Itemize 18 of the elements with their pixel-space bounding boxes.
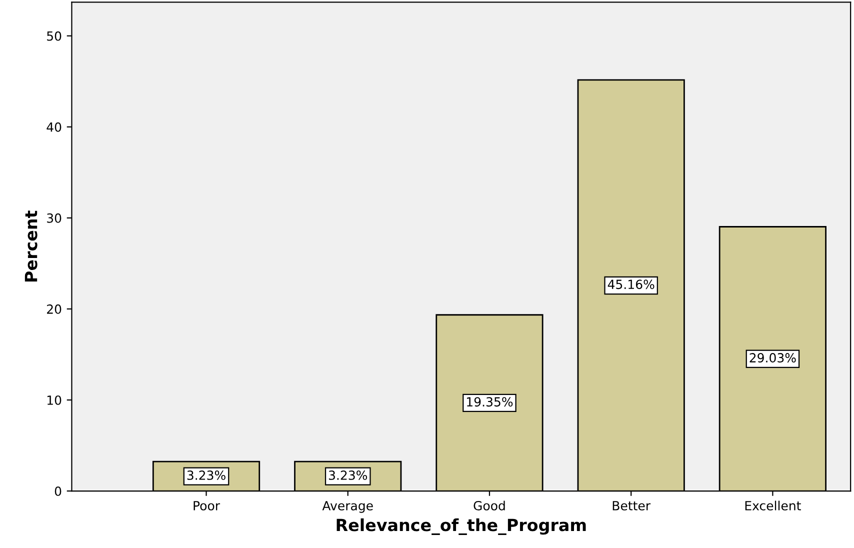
x-axis-title: Relevance_of_the_Program: [336, 518, 586, 535]
x-tick-label: Poor: [194, 501, 220, 510]
data-label: 19.35%: [467, 397, 513, 407]
y-tick-label: 0: [54, 486, 62, 496]
y-tick-label: 20: [47, 304, 62, 314]
data-label: 3.23%: [328, 470, 368, 480]
data-label: 3.23%: [187, 470, 226, 480]
data-label: 29.03%: [750, 353, 796, 363]
y-tick-label: 40: [46, 122, 62, 132]
x-tick-label: Excellent: [745, 500, 801, 510]
y-tick-label: 30: [47, 213, 62, 223]
x-tick-label: Average: [322, 501, 373, 513]
y-tick-label: 10: [47, 395, 62, 405]
x-tick-label: Better: [612, 501, 651, 510]
x-tick-label: Good: [474, 500, 505, 510]
y-tick-label: 50: [47, 31, 62, 41]
data-label: 45.16%: [608, 280, 654, 290]
y-axis-title: Percent: [24, 210, 38, 282]
